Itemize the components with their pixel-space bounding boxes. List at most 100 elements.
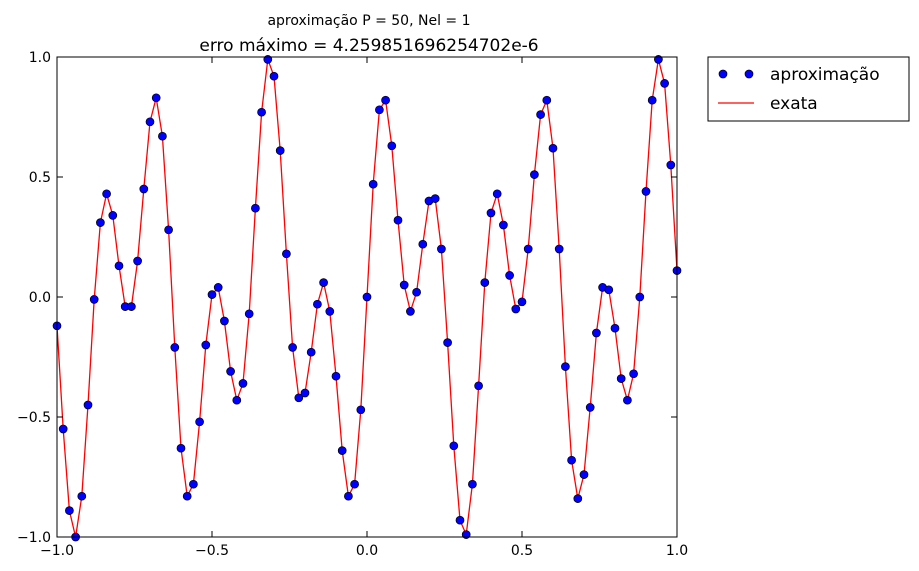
aproximacao-point [430,194,440,203]
aproximacao-point [164,225,173,235]
aproximacao-point [306,347,316,357]
aproximacao-point [133,256,142,266]
aproximacao-point [468,479,477,489]
y-tick-label: 0.5 [29,170,51,186]
aproximacao-point [567,455,576,465]
aproximacao-point [616,374,626,383]
aproximacao-point [480,278,490,287]
x-tick-label: −0.5 [195,543,229,559]
aproximacao-point [393,215,403,225]
aproximacao-point [65,506,74,515]
aproximacao-point [83,400,93,410]
aproximacao-point [437,244,446,254]
aproximacao-point [368,179,378,189]
aproximacao-point [505,271,514,280]
aproximacao-point [275,146,285,155]
aproximacao-point [300,388,310,398]
aproximacao-point [455,515,465,525]
x-tick-label: 1.0 [666,543,688,559]
aproximacao-point [201,340,211,350]
aproximacao-point [579,470,589,479]
aproximacao-point [647,95,657,105]
aproximacao-point [102,189,111,199]
aproximacao-point [561,362,570,371]
legend-label-exata: exata [770,94,818,114]
aproximacao-point [319,278,328,287]
aproximacao-series-markers [52,55,682,542]
aproximacao-point [399,280,409,290]
aproximacao-point [257,107,266,117]
aproximacao-point [89,295,99,304]
aproximacao-point [195,417,204,427]
aproximacao-point [536,110,545,119]
aproximacao-point [499,220,508,230]
aproximacao-point [523,244,533,254]
aproximacao-point [492,189,502,199]
aproximacao-point [486,208,496,218]
aproximacao-point [641,187,651,196]
aproximacao-point [604,285,614,295]
legend-label-aproximacao: aproximação [770,65,880,85]
aproximacao-point [530,170,539,179]
y-tick-label: 0.0 [29,290,51,306]
aproximacao-point [244,309,254,319]
aproximacao-point [548,143,558,153]
aproximacao-point [623,395,632,405]
aproximacao-point [127,302,136,311]
aproximacao-point [58,424,68,434]
legend-box [707,56,910,122]
aproximacao-point [294,393,304,403]
aproximacao-point [251,203,260,213]
aproximacao-point [145,117,155,127]
legend-marker-aproximacao [744,69,754,79]
aproximacao-point [232,395,242,405]
aproximacao-point [362,292,372,302]
aproximacao-point [554,244,564,254]
y-tick-label: −0.5 [17,410,51,426]
y-tick-label: 1.0 [29,50,51,66]
aproximacao-point [313,299,322,309]
figure-suptitle: aproximação P = 50, Nel = 1 [267,13,470,29]
aproximacao-point [406,307,415,316]
x-tick-label: −1.0 [40,543,74,559]
legend: aproximação exata [707,56,910,122]
aproximacao-point [573,494,583,503]
aproximacao-point [288,343,297,352]
aproximacao-point [517,297,527,307]
aproximacao-point [207,290,217,299]
x-tick-label: 0.5 [511,543,533,559]
y-tick-label: −1.0 [17,530,51,546]
aproximacao-point [542,95,552,105]
aproximacao-point [585,403,595,412]
aproximacao-point [170,343,180,352]
aproximacao-point [189,479,198,489]
aproximacao-point [418,239,428,249]
legend-marker-aproximacao [718,69,728,79]
aproximacao-point [381,95,390,105]
aproximacao-point [77,491,87,501]
aproximacao-point [344,491,353,501]
aproximacao-point [220,316,229,326]
aproximacao-point [635,292,645,302]
aproximacao-point [592,328,601,338]
axis-ticks: −1.0 −0.5 0.0 0.5 1.0 −1.0 −0.5 0.0 0.5 1.0 [17,50,688,559]
aproximacao-point [443,338,452,347]
aproximacao-point [660,79,669,88]
aproximacao-point [158,131,167,141]
aproximacao-point [176,443,186,453]
aproximacao-point [325,307,335,316]
aproximacao-point [350,479,359,489]
aproximacao-point [375,105,384,115]
aproximacao-point [182,491,192,501]
aproximacao-point [269,71,279,81]
aproximacao-point [666,160,676,170]
aproximacao-point [511,304,521,314]
aproximacao-point [474,381,483,391]
aproximacao-point [282,249,291,259]
x-tick-label: 0.0 [356,543,378,559]
aproximacao-point [356,405,366,415]
aproximacao-point [108,211,118,220]
aproximacao-point [139,184,149,194]
aproximacao-point [213,283,223,292]
